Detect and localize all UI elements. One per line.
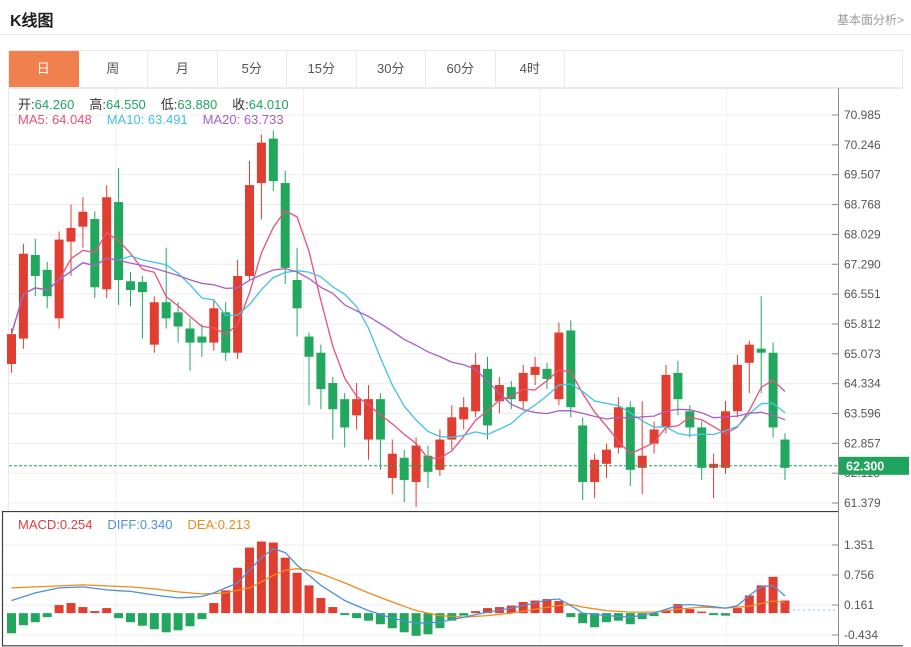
svg-text:70.246: 70.246 — [844, 138, 881, 152]
header-divider — [0, 34, 911, 35]
macd-indicator-chart[interactable]: 1.351 0.756 0.161 -0.434 — [0, 511, 911, 647]
svg-text:68.768: 68.768 — [844, 198, 881, 212]
fundamental-analysis-link[interactable]: 基本面分析> — [836, 13, 904, 27]
svg-text:63.596: 63.596 — [844, 407, 881, 421]
period-tab-日[interactable]: 日 — [9, 51, 79, 87]
svg-text:0.161: 0.161 — [844, 598, 874, 612]
period-tab-60分[interactable]: 60分 — [426, 51, 496, 87]
svg-text:66.551: 66.551 — [844, 287, 881, 301]
period-tab-15分[interactable]: 15分 — [287, 51, 357, 87]
period-tab-5分[interactable]: 5分 — [217, 51, 287, 87]
tab-filler — [565, 51, 902, 87]
svg-text:62.857: 62.857 — [844, 436, 881, 450]
svg-text:69.507: 69.507 — [844, 168, 881, 182]
svg-text:65.812: 65.812 — [844, 317, 881, 331]
svg-text:1.351: 1.351 — [844, 538, 874, 552]
svg-text:65.073: 65.073 — [844, 347, 881, 361]
period-tab-周[interactable]: 周 — [78, 51, 148, 87]
page-title: K线图 — [10, 13, 54, 30]
svg-text:61.379: 61.379 — [844, 496, 881, 510]
period-tabs: 日周月 5分 15分 30分 60分 4时 — [8, 50, 903, 88]
svg-text:0.756: 0.756 — [844, 568, 874, 582]
current-price-badge — [839, 456, 909, 475]
period-tab-30分[interactable]: 30分 — [356, 51, 426, 87]
svg-text:68.029: 68.029 — [844, 227, 881, 241]
svg-text:62.300: 62.300 — [846, 459, 884, 473]
svg-text:64.334: 64.334 — [844, 377, 881, 391]
period-tab-月[interactable]: 月 — [148, 51, 218, 87]
main-candlestick-chart[interactable]: 70.985 70.246 69.507 68.768 68.029 67.290 66.5… — [0, 88, 911, 511]
svg-text:-0.434: -0.434 — [844, 628, 878, 642]
svg-text:67.290: 67.290 — [844, 257, 881, 271]
svg-text:70.985: 70.985 — [844, 108, 881, 122]
period-tab-4时[interactable]: 4时 — [495, 51, 565, 87]
